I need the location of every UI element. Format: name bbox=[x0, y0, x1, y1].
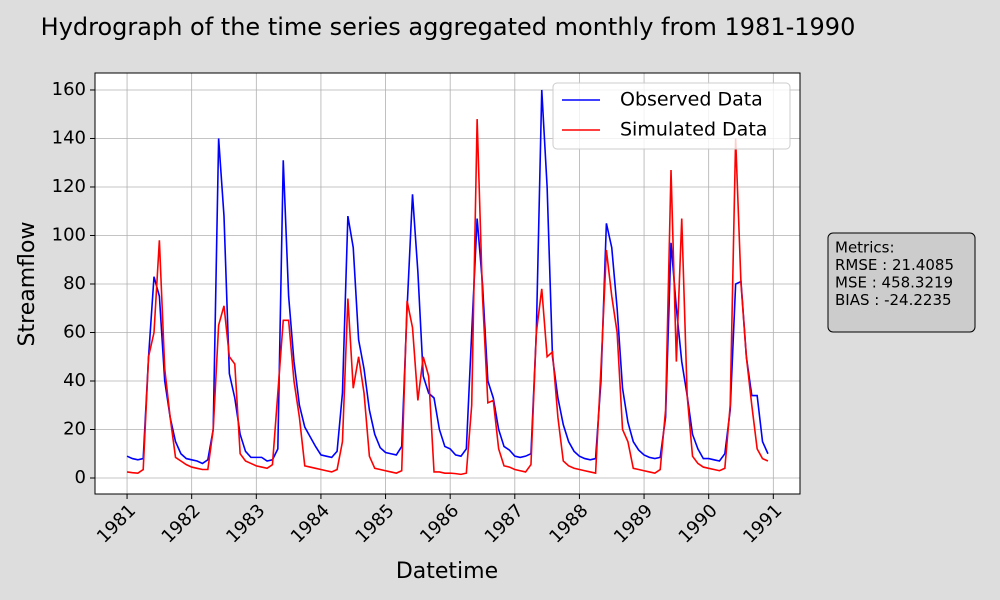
y-tick-label: 60 bbox=[63, 321, 86, 342]
metrics-text: RMSE : 21.4085 bbox=[835, 256, 954, 274]
data-line bbox=[126, 89, 769, 465]
chart-title: Hydrograph of the time series aggregated… bbox=[41, 13, 856, 41]
y-axis-label: Streamflow bbox=[15, 222, 40, 347]
metrics-text: MSE : 458.3219 bbox=[835, 274, 953, 292]
y-tick-label: 20 bbox=[63, 418, 86, 439]
metrics-text: BIAS : -24.2235 bbox=[835, 291, 952, 309]
legend-label: Simulated Data bbox=[620, 119, 767, 141]
y-tick-label: 100 bbox=[52, 224, 86, 245]
y-tick-label: 160 bbox=[52, 79, 86, 100]
y-tick-label: 120 bbox=[52, 176, 86, 197]
y-tick-label: 40 bbox=[63, 370, 86, 391]
legend-label: Observed Data bbox=[620, 89, 763, 111]
legend-box bbox=[552, 82, 791, 150]
metrics-text: Metrics: bbox=[835, 239, 895, 257]
x-axis-label: Datetime bbox=[396, 559, 498, 584]
y-tick-label: 80 bbox=[63, 273, 86, 294]
y-tick-label: 0 bbox=[75, 467, 86, 488]
data-line bbox=[126, 119, 769, 476]
metrics-box bbox=[827, 232, 976, 333]
plot-frame bbox=[94, 72, 801, 495]
y-tick-label: 140 bbox=[52, 127, 86, 148]
